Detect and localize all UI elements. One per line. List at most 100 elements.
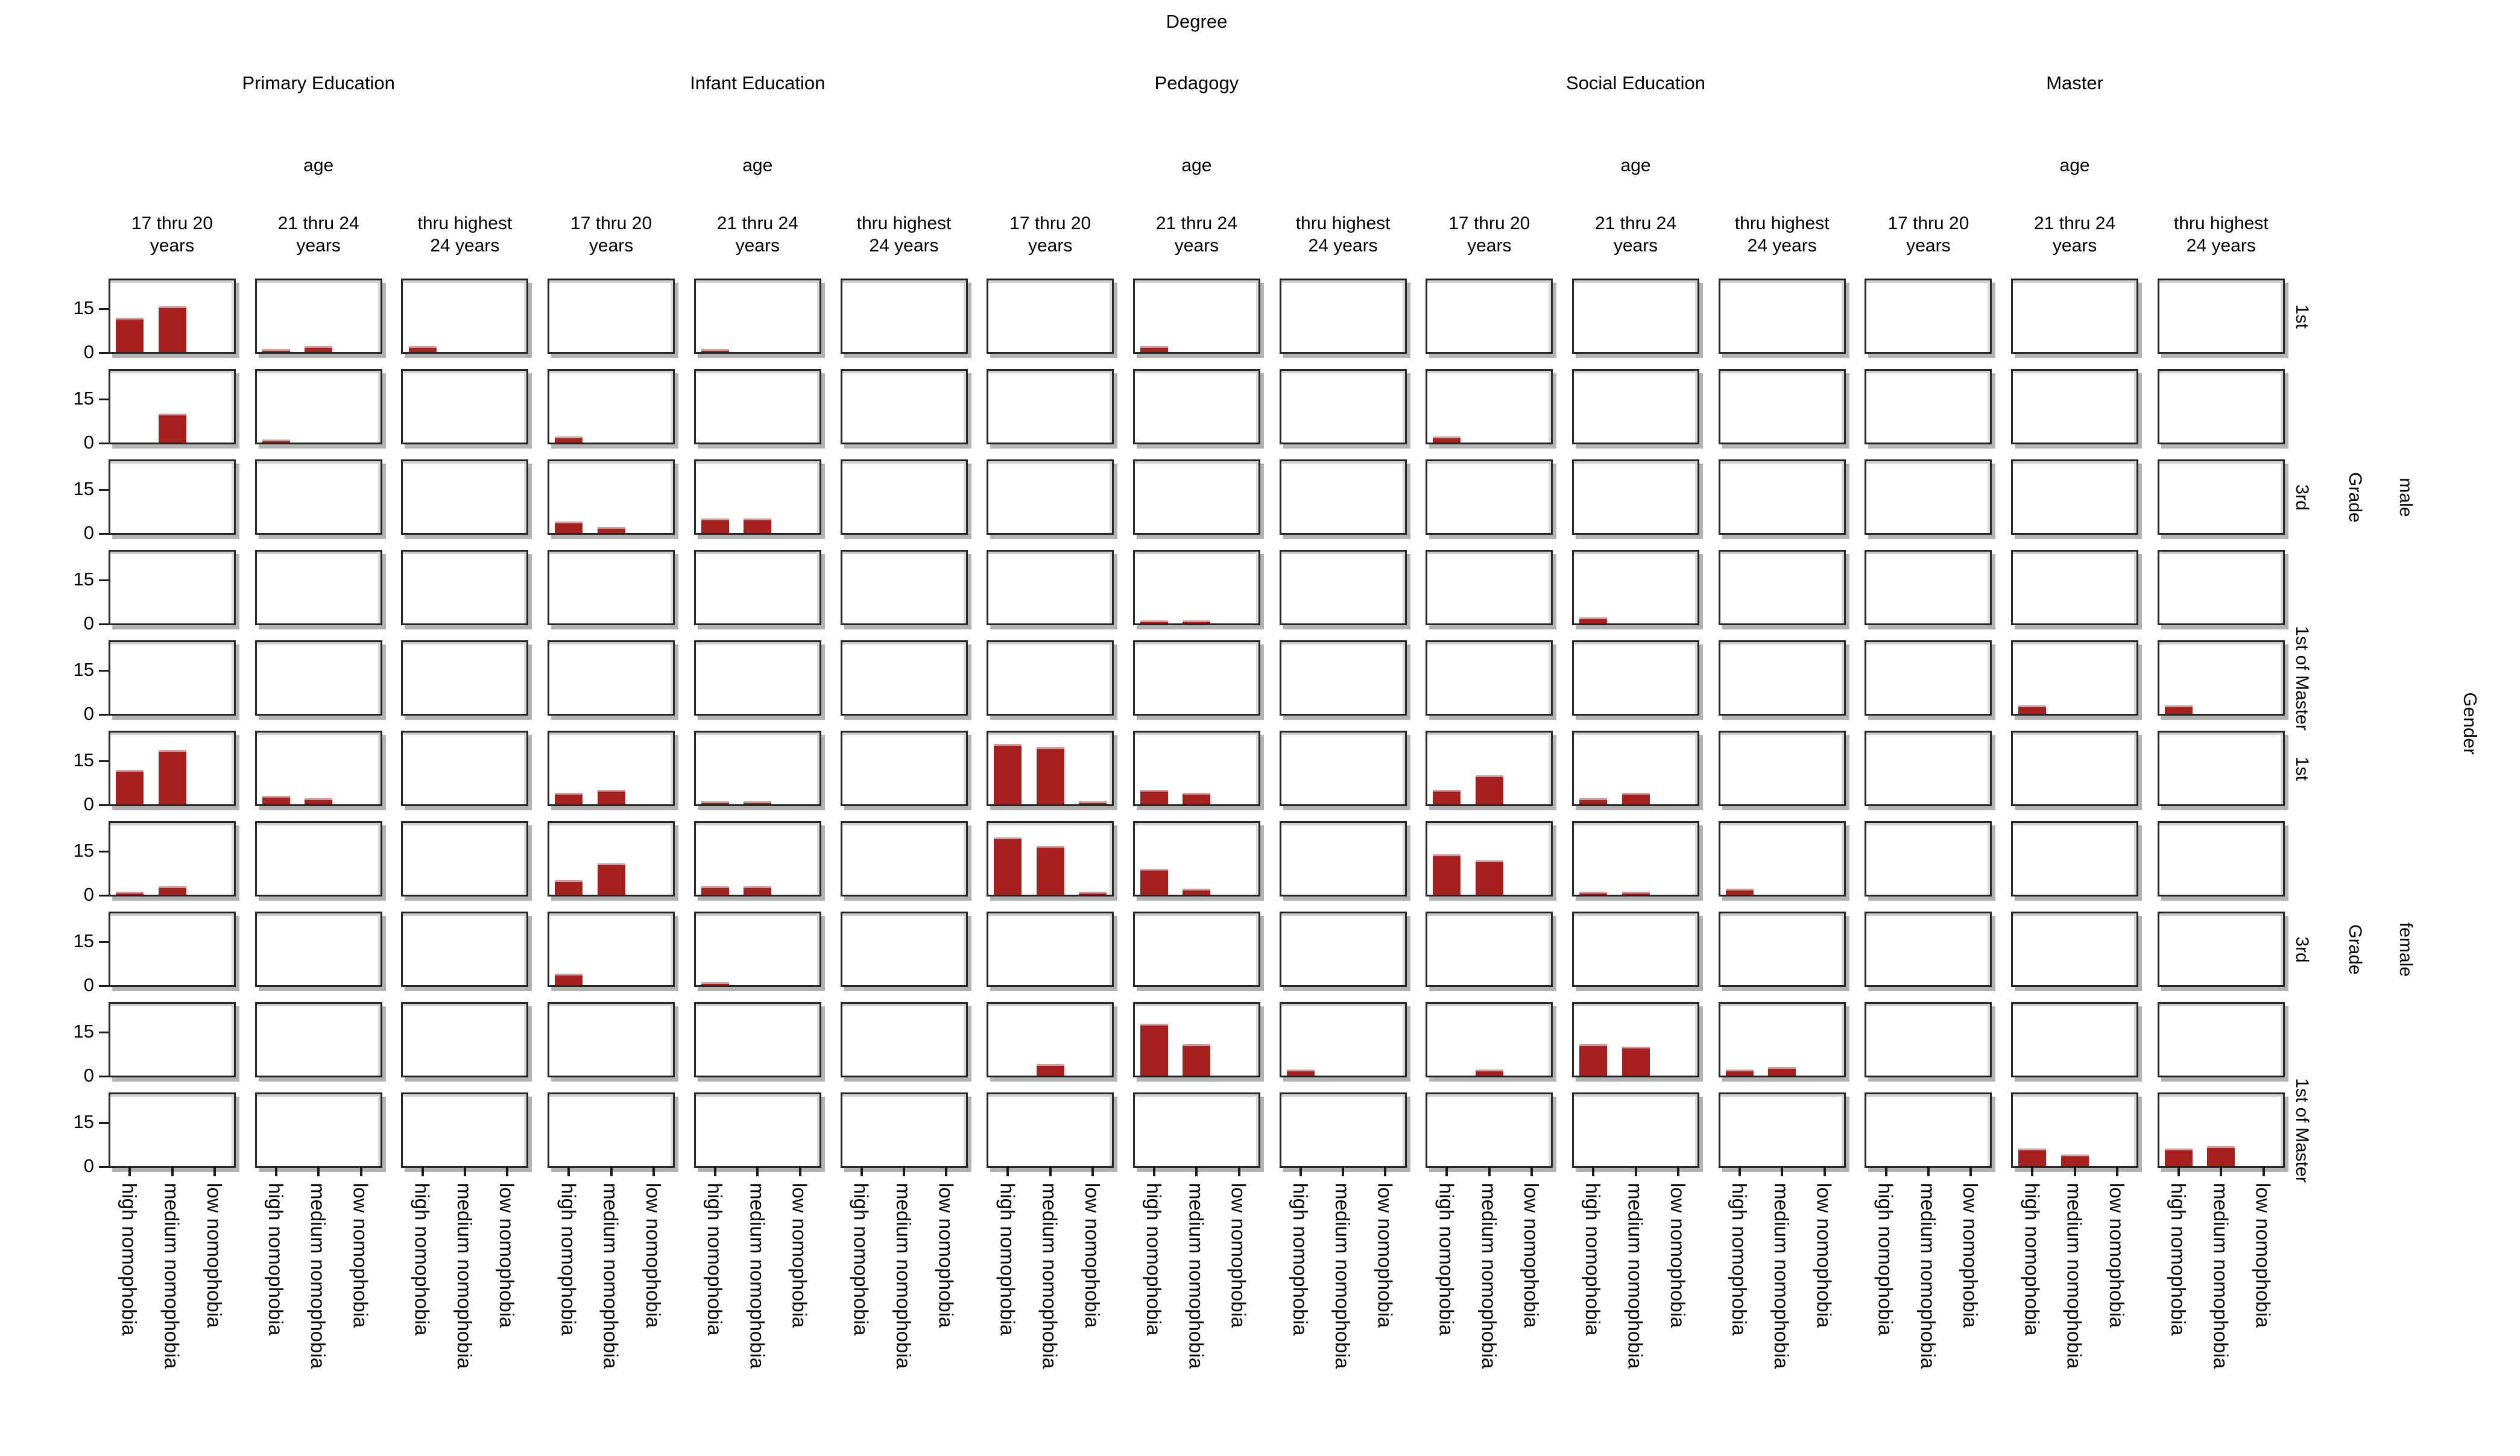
facet-panel [1279, 821, 1407, 897]
x-category-label: medium nomophobia [2209, 1183, 2232, 1369]
degree-group-label: Primary Education [242, 72, 395, 93]
bar-high-nomophobia [994, 837, 1022, 895]
facet-panel [1279, 640, 1407, 716]
x-category-label: low nomophobia [1959, 1183, 1982, 1328]
bar-medium-nomophobia [1475, 1070, 1503, 1076]
facet-panel [1718, 1002, 1846, 1077]
grade-row-label: 1st [2292, 304, 2312, 329]
facet-panel [1426, 821, 1553, 897]
x-category-label: low nomophobia [1520, 1183, 1543, 1328]
age-bin-header: 21 thru 24 years [277, 213, 359, 256]
x-tick-mark [2115, 1166, 2118, 1176]
y-tick-label-0: 0 [83, 613, 94, 634]
facet-panel [987, 731, 1114, 806]
y-tick-mark [99, 714, 109, 716]
y-tick-mark [99, 443, 109, 444]
facet-panel [2011, 1092, 2139, 1168]
facet-panel [2011, 731, 2139, 806]
facet-panel [693, 459, 821, 535]
bar-low-nomophobia [1079, 892, 1107, 895]
facet-panel [693, 912, 821, 987]
facet-panel [2157, 1002, 2285, 1077]
facet-panel [987, 640, 1114, 716]
facet-panel [1718, 912, 1846, 987]
bar-medium-nomophobia [1768, 1067, 1796, 1076]
facet-panel [1132, 279, 1260, 354]
bar-medium-nomophobia [1622, 1047, 1650, 1076]
y-tick-label-15: 15 [73, 930, 94, 951]
facet-panel [401, 1092, 529, 1168]
y-tick-mark [99, 804, 109, 806]
x-category-label: medium nomophobia [1916, 1183, 1939, 1369]
bar-high-nomophobia [1579, 798, 1608, 804]
y-tick-mark [99, 352, 109, 354]
x-category-label: low nomophobia [788, 1183, 811, 1328]
facet-panel [1572, 550, 1699, 625]
x-category-label: low nomophobia [203, 1183, 226, 1328]
x-tick-mark [2031, 1166, 2034, 1176]
bar-high-nomophobia [701, 518, 729, 533]
facet-panel [1718, 459, 1846, 535]
y-tick-mark [99, 760, 109, 762]
bar-high-nomophobia [1433, 854, 1461, 895]
facet-panel [693, 1092, 821, 1168]
age-axis-label: age [1181, 156, 1212, 175]
x-tick-mark [1006, 1166, 1009, 1176]
x-category-label: low nomophobia [2105, 1183, 2128, 1328]
bar-high-nomophobia [1579, 892, 1608, 895]
x-tick-mark [1091, 1166, 1094, 1176]
bar-medium-nomophobia [158, 749, 186, 804]
y-tick-label-0: 0 [83, 793, 94, 815]
x-tick-mark [945, 1166, 948, 1176]
facet-panel [987, 550, 1114, 625]
facet-panel [1572, 1002, 1699, 1077]
facet-panel [254, 550, 382, 625]
x-tick-mark [1049, 1166, 1052, 1176]
y-tick-mark [99, 670, 109, 672]
x-tick-mark [506, 1166, 509, 1176]
bar-high-nomophobia [116, 317, 144, 352]
facet-panel [401, 1002, 529, 1077]
bar-high-nomophobia [555, 436, 583, 443]
x-category-label: low nomophobia [935, 1183, 958, 1328]
x-tick-mark [1384, 1166, 1387, 1176]
x-category-label: low nomophobia [1374, 1183, 1397, 1328]
bar-medium-nomophobia [1036, 846, 1064, 895]
x-tick-mark [1969, 1166, 1972, 1176]
degree-group-label: Social Education [1566, 72, 1705, 93]
age-bin-header: 17 thru 20 years [1009, 213, 1091, 256]
y-tick-label-15: 15 [73, 297, 94, 318]
bar-low-nomophobia [1079, 801, 1107, 804]
bar-medium-nomophobia [2207, 1146, 2235, 1166]
x-tick-mark [1342, 1166, 1345, 1176]
bar-medium-nomophobia [1475, 775, 1503, 804]
x-category-label: medium nomophobia [1185, 1183, 1208, 1369]
age-axis-label: age [2059, 156, 2090, 175]
x-category-label: high nomophobia [1582, 1183, 1605, 1336]
facet-panel [840, 1092, 968, 1168]
facet-panel [1426, 1092, 1553, 1168]
bar-medium-nomophobia [1183, 620, 1211, 623]
bar-high-nomophobia [555, 880, 583, 895]
facet-panel [109, 1002, 236, 1077]
facet-panel [1865, 821, 1992, 897]
x-tick-mark [1781, 1166, 1784, 1176]
facet-panel [1718, 550, 1846, 625]
facet-panel [2011, 1002, 2139, 1077]
x-tick-mark [860, 1166, 863, 1176]
y-tick-mark [99, 895, 109, 897]
facet-panel [2157, 731, 2285, 806]
x-tick-mark [610, 1166, 613, 1176]
facet-panel [254, 1002, 382, 1077]
bar-high-nomophobia [701, 801, 729, 804]
facet-panel [1279, 1002, 1407, 1077]
x-category-label: high nomophobia [2021, 1183, 2044, 1336]
bar-high-nomophobia [555, 973, 583, 985]
facet-panel [1132, 1002, 1260, 1077]
y-tick-mark [99, 533, 109, 535]
facet-panel [1572, 459, 1699, 535]
bar-medium-nomophobia [597, 527, 625, 533]
facet-panel [693, 279, 821, 354]
bar-medium-nomophobia [158, 414, 186, 443]
bar-medium-nomophobia [1183, 889, 1211, 895]
